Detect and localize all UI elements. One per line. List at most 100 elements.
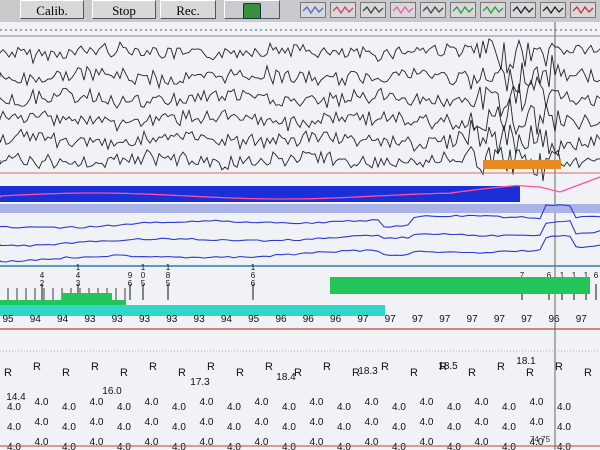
amp-value: 4.0 [502,422,516,433]
amplitude-rows: 4.0 4.0 4.0 4.0 4.0 4.0 4.0 4.0 4.0 4.0 4.0 4.0 4.0 4… [7,397,571,450]
montage-6-icon[interactable] [450,2,476,18]
interval-value: 17.3 [190,377,210,388]
amp-value: 4.0 [392,402,406,413]
r-marker: R [91,361,99,373]
svg-text:2: 2 [40,279,45,288]
svg-text:7: 7 [520,271,525,280]
signal-band-blue [0,186,520,202]
spo2-value: 96 [330,314,342,325]
r-marker: R [323,361,331,373]
amp-value: 4.0 [475,437,489,448]
montage-8-icon[interactable] [510,2,536,18]
amp-value: 4.0 [62,422,76,433]
svg-text:4: 4 [76,271,81,280]
svg-text:6: 6 [594,271,599,280]
stop-button[interactable]: Stop [92,0,156,19]
amp-value: 4.0 [282,422,296,433]
resp-trace-1 [0,204,600,229]
spo2-value: 97 [521,314,533,325]
svg-text:0: 0 [141,271,146,280]
amp-value: 4.0 [145,417,159,428]
amp-value: 4.0 [365,397,379,408]
svg-text:3: 3 [76,279,81,288]
spo2-value: 97 [439,314,451,325]
amp-value: 4.0 [475,397,489,408]
amp-value: 4.0 [255,437,269,448]
spo2-value: 97 [467,314,479,325]
spo2-value: 97 [412,314,424,325]
montage-9-icon[interactable] [540,2,566,18]
montage-10-icon[interactable] [570,2,596,18]
interval-value: 18.4 [276,372,296,383]
amp-value: 4.0 [310,397,324,408]
event-mark: 105 [141,263,146,300]
spo2-value: 93 [112,314,124,325]
interval-value: 18.3 [358,366,378,377]
amp-value: 4.0 [420,437,434,448]
amp-value: 4.0 [35,397,49,408]
amp-value: 4.0 [447,402,461,413]
amp-value: 4.0 [117,402,131,413]
r-marker: R [294,367,302,379]
interval-value: 16.0 [102,386,122,397]
event-bars [0,277,590,316]
record-button[interactable]: Rec. [160,0,216,19]
eeg-channel-6 [0,145,600,182]
eeg-channel-4 [0,97,600,136]
amp-value: 4.0 [392,422,406,433]
amp-value: 4.0 [200,437,214,448]
eeg-channel-5 [0,119,600,157]
spo2-value: 94 [30,314,42,325]
r-marker: R [410,367,418,379]
amp-value: 4.0 [447,422,461,433]
r-marker: R [497,361,505,373]
svg-text:4: 4 [40,271,45,280]
r-marker: R [468,367,476,379]
event-mark: 166 [251,263,256,300]
eeg-channel-3 [0,75,600,117]
signal-display: 42143961051851667671615196 9594949393939… [0,22,600,450]
amp-value: 4.0 [90,397,104,408]
interval-value: 18.5 [438,361,458,372]
svg-text:1: 1 [584,271,589,280]
r-marker: R [4,367,12,379]
toolbar: Calib. Stop Rec. [0,0,600,23]
montage-4-icon[interactable] [390,2,416,18]
montage-3-icon[interactable] [360,2,386,18]
amp-value: 4.0 [172,402,186,413]
spo2-value: 97 [494,314,506,325]
r-marker: R [120,367,128,379]
svg-text:1: 1 [560,271,565,280]
amp-value: 4.0 [35,437,49,448]
spo2-value: 93 [139,314,151,325]
respiratory-traces [0,176,600,263]
export-button[interactable] [224,0,280,19]
amp-value: 4.0 [255,397,269,408]
amp-value: 4.0 [557,402,571,413]
svg-text:6: 6 [128,279,133,288]
amp-value: 4.0 [530,417,544,428]
interval-row: 14.4 16.0 17.3 18.4 18.3 18.5 18.1 [6,356,536,403]
r-marker: R [149,361,157,373]
r-marker: R [555,361,563,373]
montage-2-icon[interactable] [330,2,356,18]
montage-5-icon[interactable] [420,2,446,18]
amp-value: 4.0 [117,422,131,433]
amp-value: 4.0 [420,417,434,428]
r-marker: R [584,367,592,379]
amp-value: 4.0 [337,402,351,413]
svg-text:6: 6 [251,279,256,288]
amp-value: 4.0 [365,417,379,428]
amp-value: 4.0 [530,437,544,448]
spo2-value: 94 [57,314,69,325]
amp-value: 4.0 [255,417,269,428]
amp-value: 4.0 [420,397,434,408]
r-marker: R [439,361,447,373]
amp-value: 4.0 [7,402,21,413]
eeg-traces [0,38,600,182]
resp-trace-3 [0,234,600,263]
montage-1-icon[interactable] [300,2,326,18]
montage-7-icon[interactable] [480,2,506,18]
calib-button[interactable]: Calib. [20,0,84,19]
